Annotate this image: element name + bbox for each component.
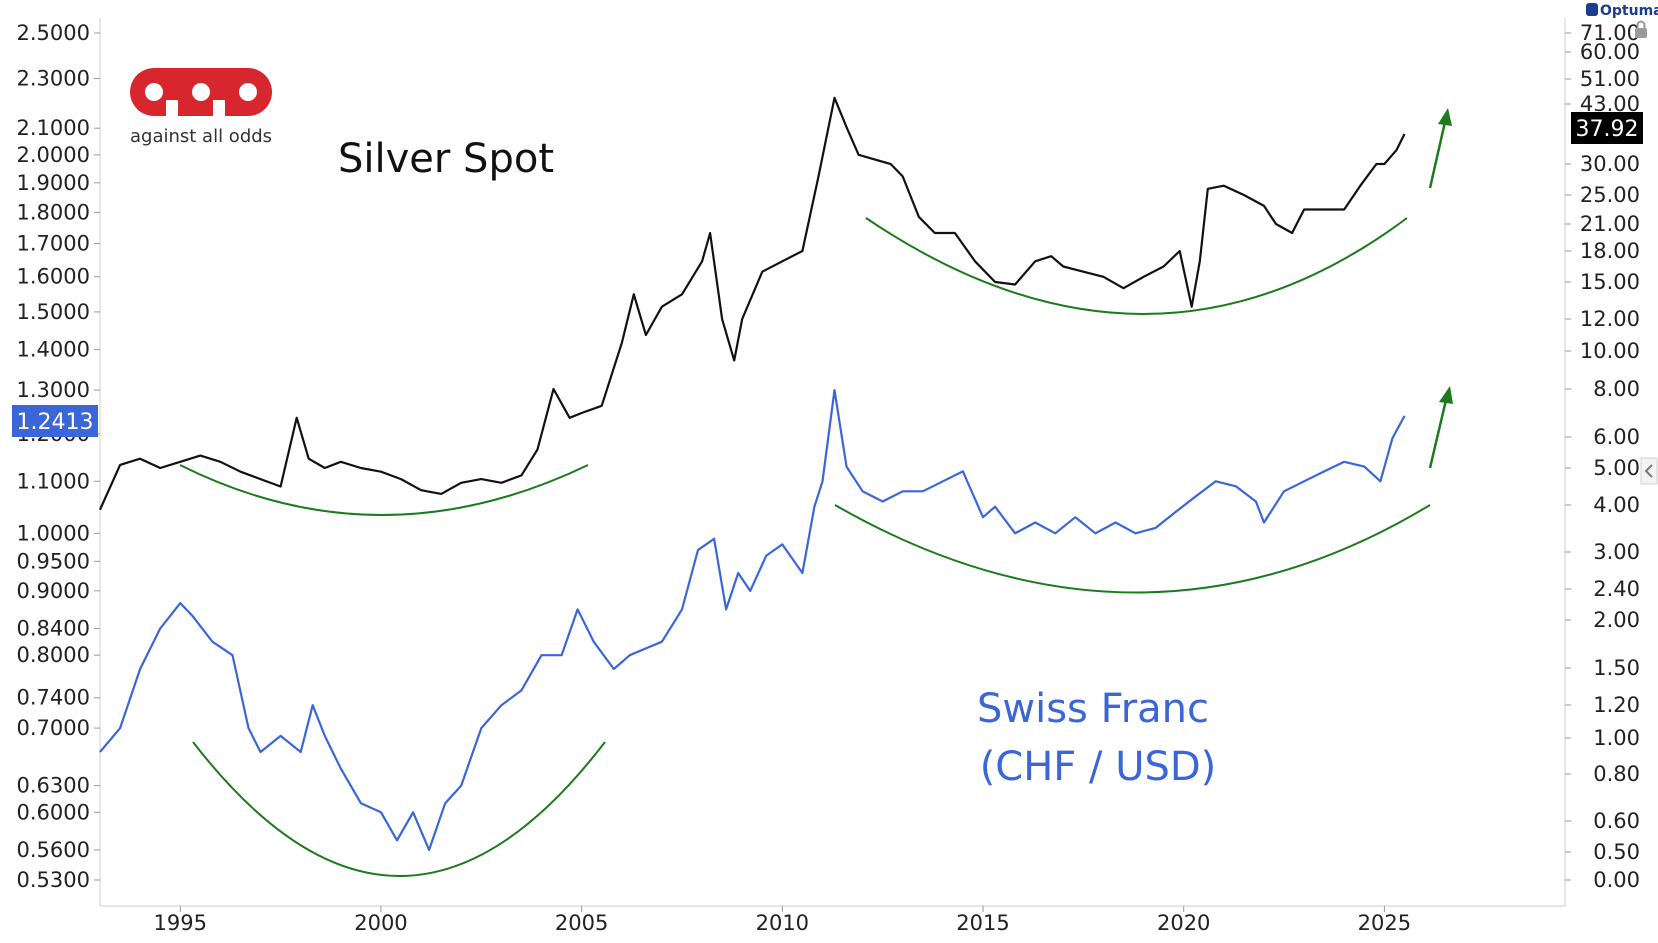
left-tick-label: 1.6000	[17, 265, 90, 289]
right-tick-label: 0.50	[1593, 840, 1640, 864]
trend-arc-franc-late	[834, 504, 1431, 594]
trend-arc-franc-early	[192, 741, 606, 877]
left-tick-label: 0.6000	[17, 800, 90, 824]
right-tick-label: 6.00	[1593, 425, 1640, 449]
right-tick-label: 0.80	[1593, 762, 1640, 786]
left-tick-label: 0.6300	[17, 774, 90, 798]
swiss-franc-line	[99, 389, 1406, 852]
left-tick-label: 2.5000	[17, 21, 90, 45]
up-arrows	[1428, 108, 1453, 469]
right-tick-label: 1.00	[1593, 726, 1640, 750]
brand-name: Optuma	[1600, 3, 1658, 19]
left-tick-label: 0.8400	[17, 617, 90, 641]
left-tick-label: 2.0000	[17, 143, 90, 167]
brand-label: Optuma	[1586, 3, 1658, 19]
silver-up-arrow	[1428, 108, 1452, 189]
left-tick-label: 1.4000	[17, 338, 90, 362]
left-tick-label: 0.7000	[17, 716, 90, 740]
left-tick-label: 0.5300	[17, 868, 90, 892]
left-tick-label: 2.1000	[17, 116, 90, 140]
right-tick-label: 8.00	[1593, 377, 1640, 401]
left-tick-label: 1.7000	[17, 232, 90, 256]
left-tick-label: 0.8000	[17, 643, 90, 667]
logo: against all odds	[130, 68, 272, 147]
trend-arc-silver-late	[865, 217, 1408, 315]
brand-icon	[1586, 3, 1598, 16]
franc-title-line1: Swiss Franc	[977, 686, 1209, 732]
franc-title-line2: (CHF / USD)	[980, 744, 1217, 790]
right-tick-label: 3.00	[1593, 540, 1640, 564]
right-tick-label: 0.60	[1593, 809, 1640, 833]
left-tick-label: 1.8000	[17, 200, 90, 224]
svg-text:1.2413: 1.2413	[17, 410, 94, 435]
right-tick-label: 1.50	[1593, 656, 1640, 680]
right-tick-label: 60.00	[1580, 40, 1640, 64]
lock-icon[interactable]	[1635, 20, 1647, 38]
x-tick-label: 2020	[1157, 911, 1210, 935]
right-tick-label: 10.00	[1580, 339, 1640, 363]
x-tick-label: 2025	[1358, 911, 1411, 935]
left-tick-label: 1.1000	[17, 469, 90, 493]
svg-text:37.92: 37.92	[1576, 117, 1639, 142]
right-tick-label: 0.00	[1593, 868, 1640, 892]
right-tick-label: 2.40	[1593, 577, 1640, 601]
franc-up-arrow	[1428, 386, 1453, 469]
right-tick-label: 25.00	[1580, 183, 1640, 207]
right-last-value-badge: 37.92	[1571, 112, 1643, 144]
right-tick-label: 51.00	[1580, 67, 1640, 91]
right-axis-ticks: 71.0060.0051.0043.0030.0025.0021.0018.00…	[1565, 21, 1640, 892]
left-tick-label: 1.3000	[17, 378, 90, 402]
x-tick-label: 2015	[956, 911, 1009, 935]
logo-mark	[130, 68, 272, 116]
right-tick-label: 2.00	[1593, 608, 1640, 632]
trend-arc-silver-early	[179, 464, 589, 516]
left-tick-label: 0.5600	[17, 838, 90, 862]
logo-text: against all odds	[130, 126, 272, 147]
x-tick-label: 2005	[555, 911, 608, 935]
trend-arcs	[179, 217, 1431, 877]
left-tick-label: 0.7400	[17, 686, 90, 710]
left-tick-label: 1.5000	[17, 300, 90, 324]
right-tick-label: 18.00	[1580, 239, 1640, 263]
right-tick-label: 12.00	[1580, 307, 1640, 331]
right-tick-label: 21.00	[1580, 212, 1640, 236]
right-tick-label: 1.20	[1593, 693, 1640, 717]
right-tick-label: 4.00	[1593, 493, 1640, 517]
right-tick-label: 5.00	[1593, 456, 1640, 480]
left-last-value-badge: 1.2413	[12, 405, 98, 437]
right-tick-label: 71.00	[1580, 21, 1640, 45]
x-tick-label: 2000	[354, 911, 407, 935]
left-tick-label: 0.9000	[17, 579, 90, 603]
left-tick-label: 0.9500	[17, 549, 90, 573]
x-axis-ticks: 1995 2000 2005 2010 2015 2020 2025	[154, 906, 1411, 935]
left-tick-label: 1.9000	[17, 171, 90, 195]
left-tick-label: 1.0000	[17, 521, 90, 545]
left-tick-label: 2.3000	[17, 67, 90, 91]
chevron-left-icon[interactable]	[1640, 457, 1658, 485]
right-tick-label: 15.00	[1580, 270, 1640, 294]
x-tick-label: 2010	[756, 911, 809, 935]
silver-spot-line	[98, 96, 1406, 511]
x-tick-label: 1995	[154, 911, 207, 935]
right-tick-label: 30.00	[1580, 152, 1640, 176]
silver-title: Silver Spot	[338, 136, 554, 182]
left-axis-ticks: 2.5000 2.3000 2.1000 2.0000 1.9000 1.8000 1.70…	[17, 21, 100, 892]
